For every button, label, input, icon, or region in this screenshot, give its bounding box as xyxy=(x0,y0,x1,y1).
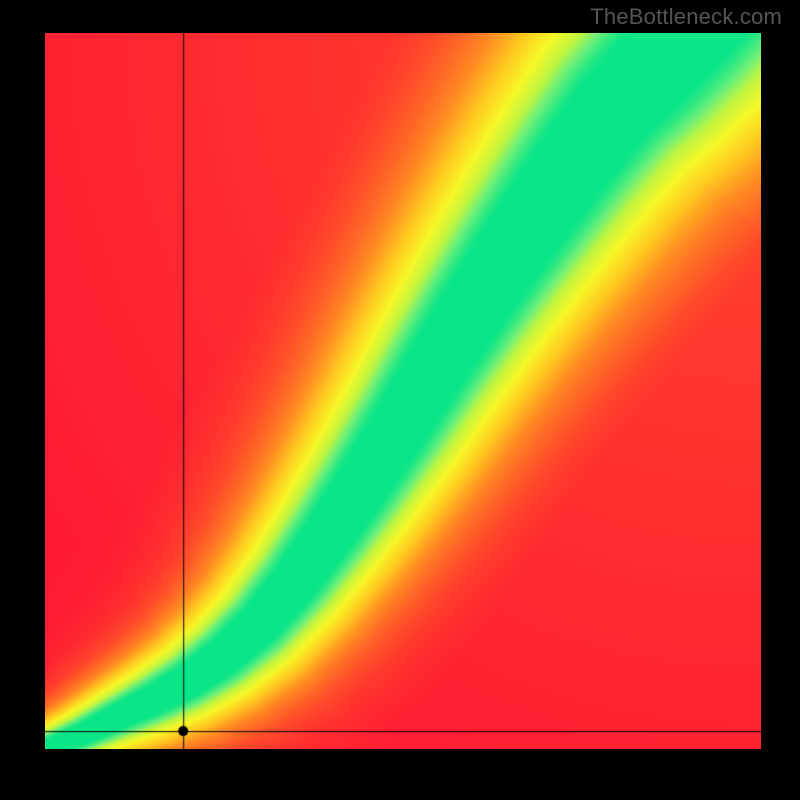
bottleneck-heatmap xyxy=(45,33,761,749)
chart-container: TheBottleneck.com xyxy=(0,0,800,800)
watermark-text: TheBottleneck.com xyxy=(590,4,782,30)
